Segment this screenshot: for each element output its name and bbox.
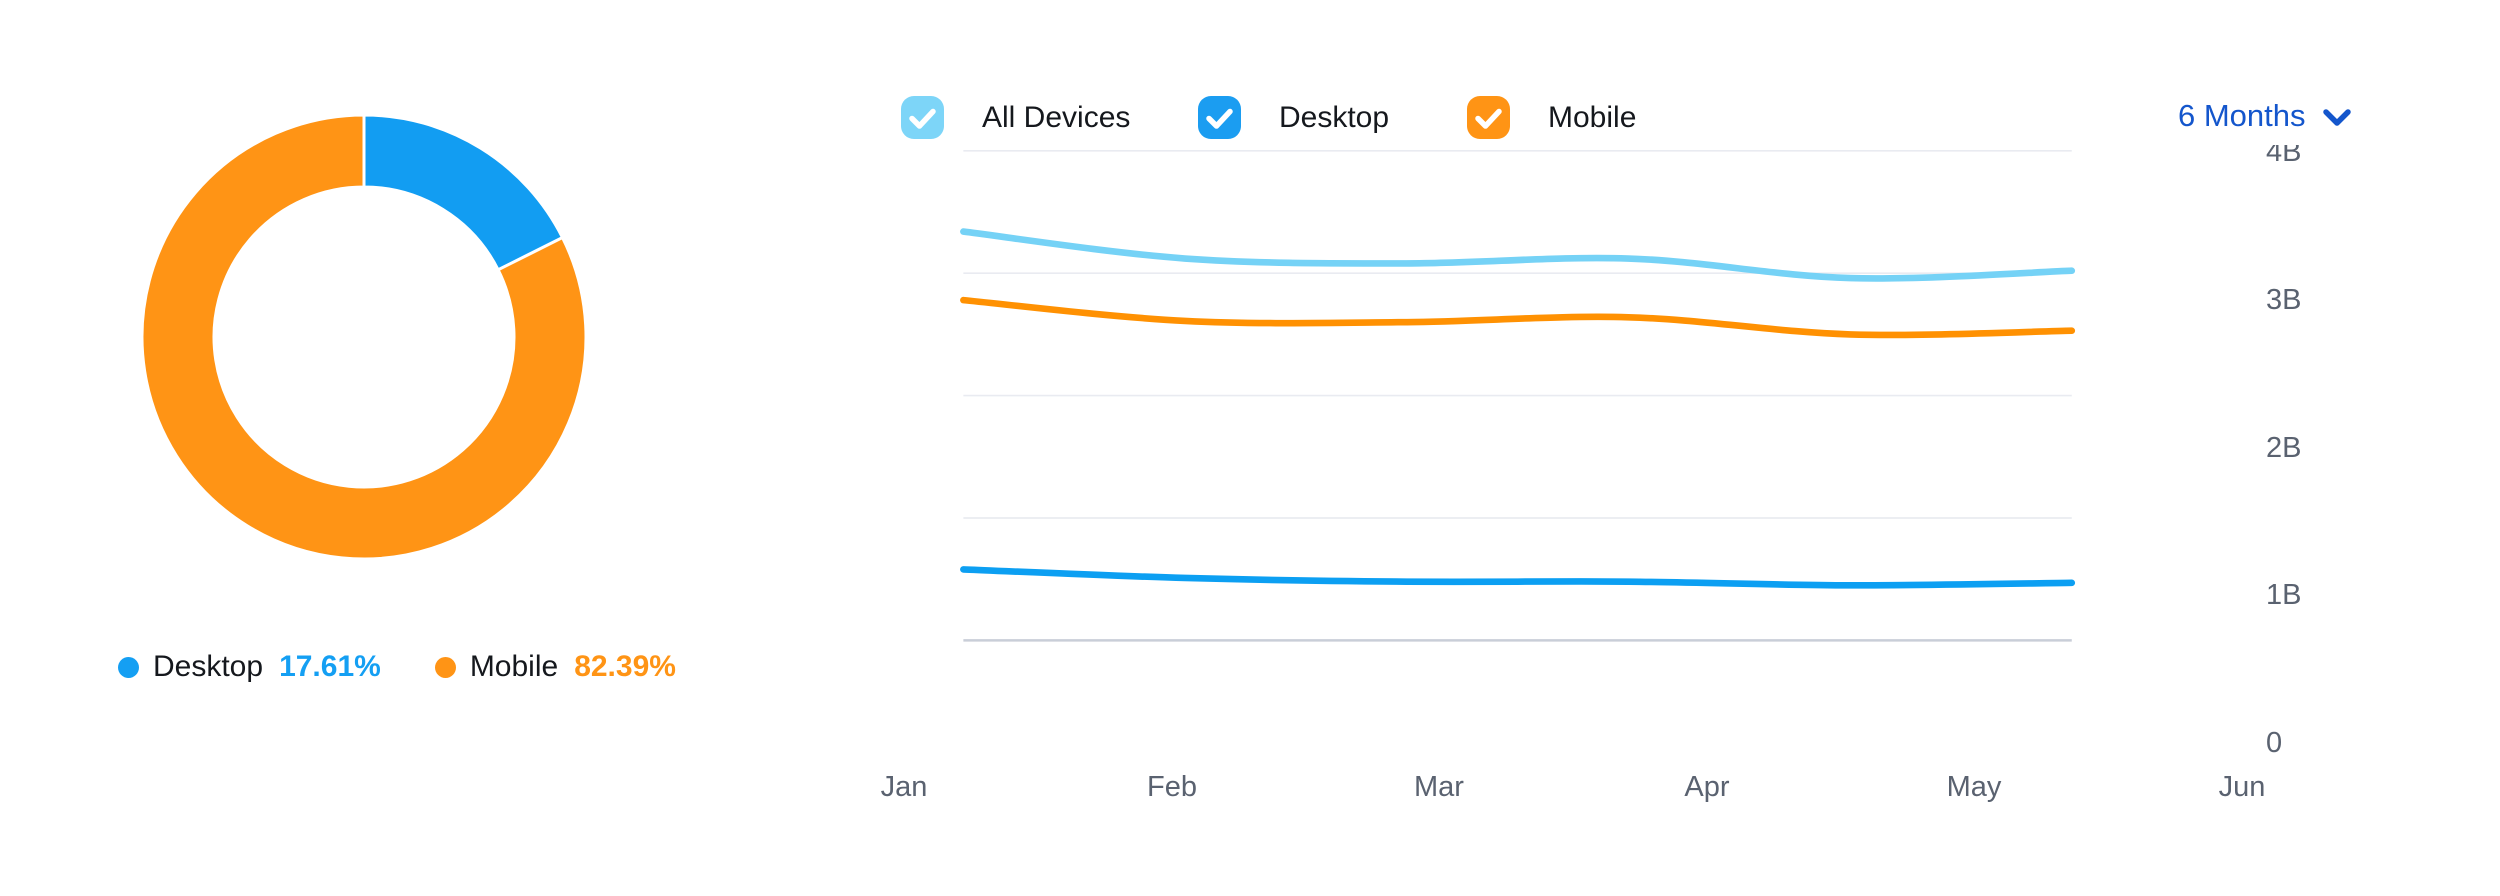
x-tick-may: May (1946, 771, 2002, 803)
desktop-percent: 17.61% (279, 650, 381, 683)
y-tick-1b: 1B (2266, 579, 2302, 611)
filter-mobile[interactable]: Mobile (1467, 96, 1636, 139)
x-tick-apr: Apr (1684, 771, 1730, 803)
filter-all-devices[interactable]: All Devices (901, 96, 1130, 139)
checkmark-icon (1206, 108, 1233, 129)
donut-legend-desktop: Desktop 17.61% (118, 650, 381, 684)
checkmark-icon (909, 108, 936, 129)
x-tick-jan: Jan (880, 771, 928, 803)
donut-legend-mobile: Mobile 82.39% (434, 650, 676, 684)
y-tick-4b: 4B (2266, 145, 2302, 168)
donut-chart (140, 113, 588, 561)
checkbox-checked-icon[interactable] (1198, 96, 1241, 139)
mobile-dot-icon (434, 656, 456, 678)
x-tick-mar: Mar (1414, 771, 1464, 803)
filter-desktop[interactable]: Desktop (1198, 96, 1389, 139)
series-line-mobile (960, 296, 2076, 339)
mobile-percent: 82.39% (574, 650, 676, 683)
chevron-down-icon (2322, 109, 2351, 126)
x-tick-jun: Jun (2218, 771, 2266, 803)
x-tick-feb: Feb (1147, 771, 1197, 803)
donut-legend-label: Mobile (469, 650, 559, 683)
period-dropdown[interactable]: 6 Months (2178, 98, 2352, 134)
line-chart-area: 4B 3B 2B 1B 0 Jan Feb Mar Apr May Jun (0, 145, 2500, 845)
filter-label: Desktop (1279, 100, 1390, 134)
checkbox-checked-icon[interactable] (901, 96, 944, 139)
y-tick-3b: 3B (2266, 284, 2302, 316)
checkbox-checked-icon[interactable] (1467, 96, 1510, 139)
period-dropdown-value: 6 Months (2178, 98, 2306, 133)
y-tick-0: 0 (2266, 727, 2283, 759)
filter-label: All Devices (982, 100, 1131, 134)
donut-legend-label: Desktop (153, 650, 264, 683)
series-line-desktop (960, 566, 2076, 589)
series-line-all-devices (960, 228, 2076, 282)
donut-slice-mobile (140, 113, 588, 561)
line-chart (960, 149, 2076, 642)
filter-label: Mobile (1548, 100, 1637, 134)
y-tick-2b: 2B (2266, 432, 2302, 464)
donut-legend: Desktop 17.61% Mobile 82.39% (118, 650, 676, 684)
desktop-dot-icon (118, 656, 139, 678)
checkmark-icon (1475, 108, 1502, 129)
